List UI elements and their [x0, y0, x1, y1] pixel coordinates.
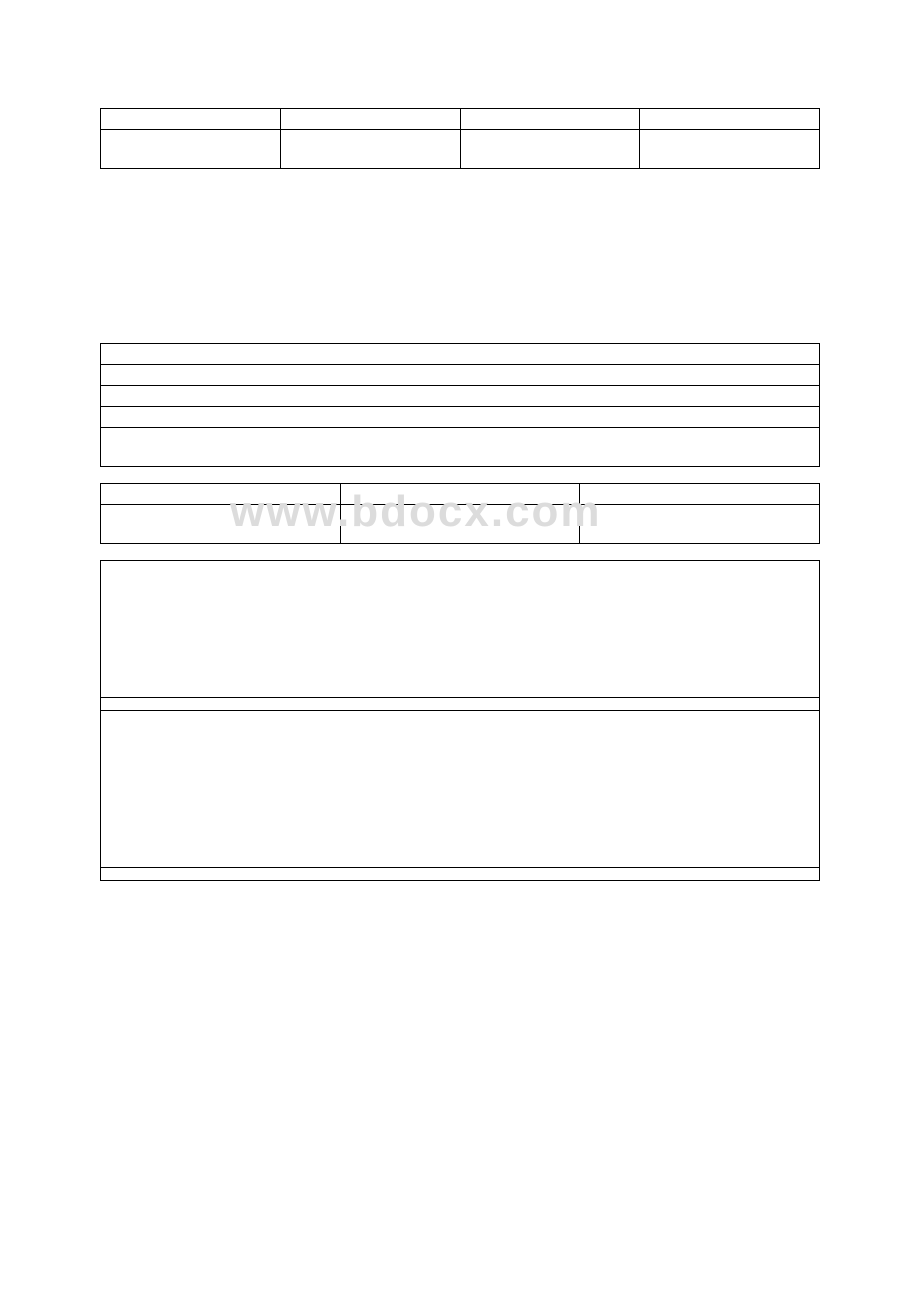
q5-option-cd — [580, 484, 820, 505]
q5-blank-c — [580, 505, 820, 544]
q6-cell-a — [101, 561, 820, 698]
q4-option-b — [101, 365, 820, 386]
q6-b-engine — [121, 721, 241, 861]
q3-option-a — [101, 109, 281, 130]
q3-options-table — [100, 108, 820, 169]
q4-option-c — [101, 386, 820, 407]
q4-option-d — [101, 407, 820, 428]
q3-blank-b — [280, 130, 460, 169]
q4-blank — [101, 428, 820, 467]
q3-option-b — [280, 109, 460, 130]
q5-blank-a — [101, 505, 341, 544]
q5-options-table — [100, 483, 820, 544]
q6-cell-b — [101, 711, 820, 868]
q6-a-circuit — [113, 571, 413, 691]
q6-b-caption — [101, 868, 820, 881]
q6-a-caption — [101, 698, 820, 711]
q3-blank-c — [460, 130, 640, 169]
q3-blank-d — [640, 130, 820, 169]
q3-option-c — [460, 109, 640, 130]
q5-option-b — [340, 484, 580, 505]
q6-images-table — [100, 560, 820, 881]
q4-options-table — [100, 343, 820, 467]
q5-blank-b — [340, 505, 580, 544]
q4-option-a — [101, 344, 820, 365]
q4-graph — [126, 185, 820, 335]
q3-blank-a — [101, 130, 281, 169]
q3-option-d — [640, 109, 820, 130]
q5-option-a — [101, 484, 341, 505]
